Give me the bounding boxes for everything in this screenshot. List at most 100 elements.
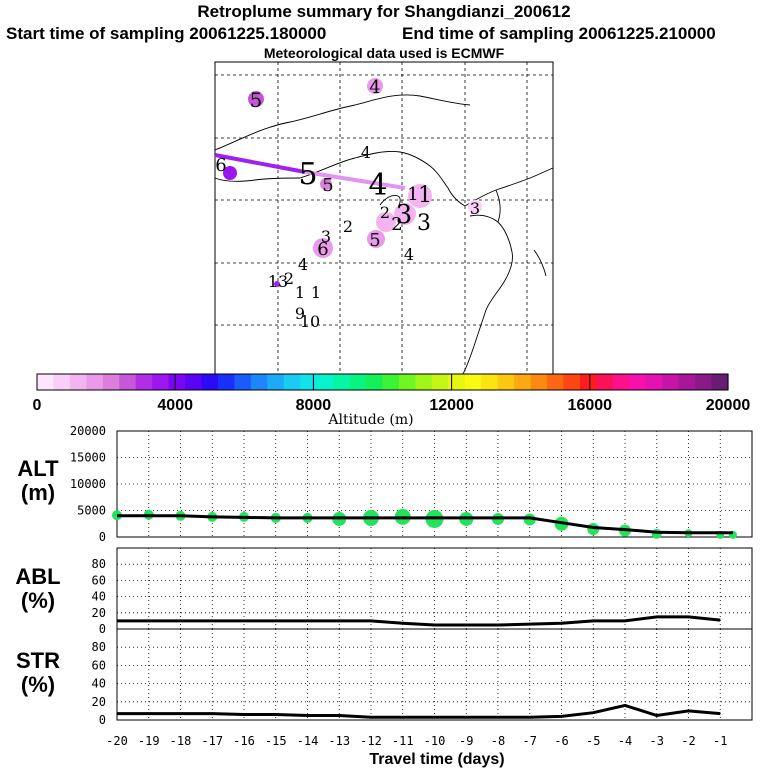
map-day-label: 5: [369, 230, 380, 251]
plume-track: [214, 153, 406, 190]
map-day-label: 3: [417, 211, 431, 236]
y-tick-label: 20: [92, 606, 106, 620]
y-tick-label: 10000: [70, 477, 106, 491]
y-tick-label: 60: [92, 573, 106, 587]
x-tick-label: -14: [297, 734, 319, 748]
y-tick-label: 0: [99, 713, 106, 727]
colorbar-cell: [135, 374, 153, 390]
map-day-label: 4: [361, 143, 371, 162]
colorbar-cell: [579, 374, 597, 390]
colorbar-cell: [185, 374, 203, 390]
y-tick-label: 80: [92, 640, 106, 654]
colorbar-tick-label: 20000: [706, 397, 751, 414]
alt-ylabel-line2: (m): [21, 480, 55, 505]
colorbar-cell: [267, 374, 285, 390]
colorbar-cell: [86, 374, 104, 390]
map-day-label: 6: [317, 239, 328, 260]
alt-curve: [117, 514, 733, 535]
colorbar-tick-label: 4000: [157, 397, 193, 414]
colorbar-tick-labels: 0 4000 8000 12000 16000 20000: [33, 397, 751, 414]
colorbar-cell: [119, 374, 137, 390]
map-day-label: 1: [295, 283, 305, 302]
colorbar-cell: [629, 374, 647, 390]
abl-ylabel-line2: (%): [21, 588, 55, 613]
colorbar-cell: [168, 374, 186, 390]
plume-marker: [367, 230, 385, 248]
plume-marker: [320, 178, 332, 190]
colorbar-cell: [711, 374, 729, 390]
colorbar-cell: [53, 374, 71, 390]
colorbar-cell: [37, 374, 55, 390]
colorbar-cell: [316, 374, 334, 390]
colorbar-cell: [250, 374, 268, 390]
colorbar-cell: [645, 374, 663, 390]
map-day-label: 1: [407, 184, 418, 205]
y-tick-label: 0: [99, 530, 106, 544]
plume-marker: [376, 212, 396, 232]
x-axis-title: Travel time (days): [369, 751, 504, 768]
track-segment-dark: [214, 153, 306, 174]
y-tick-label: 20: [92, 695, 106, 709]
map-day-label: 1: [418, 183, 432, 208]
map-day-label: 4: [404, 245, 414, 264]
alt-y-tick-labels: 0 5000 10000 15000 20000: [70, 424, 106, 544]
y-tick-label: 40: [92, 590, 106, 604]
map-day-label: 5: [298, 157, 317, 192]
sampling-end-time: End time of sampling 20061225.210000: [402, 24, 716, 43]
map-day-label: 3: [321, 227, 331, 246]
x-tick-label: -16: [233, 734, 255, 748]
x-tick-label: -4: [618, 734, 632, 748]
plume-marker: [408, 184, 432, 208]
map-day-label: 4: [369, 77, 380, 98]
map-day-label: 5: [250, 88, 263, 112]
colorbar-cell: [662, 374, 680, 390]
colorbar-tick-marks: [36, 374, 729, 390]
colorbar-cell: [464, 374, 482, 390]
colorbar-cell: [217, 374, 236, 390]
y-tick-label: 5000: [77, 504, 106, 518]
x-tick-label: -7: [523, 734, 537, 748]
plume-marker: [394, 203, 416, 225]
x-tick-label: -18: [170, 734, 192, 748]
chart-title: Retroplume summary for Shangdianzi_20061…: [197, 2, 571, 21]
abl-gridlines: [116, 548, 752, 629]
x-tick-label: -8: [491, 734, 505, 748]
x-tick-label: -12: [360, 734, 382, 748]
colorbar-tick-label: 12000: [429, 397, 474, 414]
colorbar-cell: [431, 374, 449, 390]
x-tick-labels: -20 -19 -18 -17 -16 -15 -14 -13 -12 -11 -10 -9 -8 -7 -…: [106, 734, 727, 748]
x-tick-label: -13: [328, 734, 350, 748]
colorbar-cell: [333, 374, 351, 390]
map-day-label: 5: [322, 175, 333, 196]
plume-marker: [223, 166, 237, 180]
x-tick-label: -10: [424, 734, 446, 748]
x-tick-label: -3: [650, 734, 664, 748]
abl-y-tick-labels: 0 20 40 60 80: [92, 557, 106, 636]
x-tick-label: -1: [713, 734, 727, 748]
coastlines-borders: [214, 94, 554, 375]
colorbar-cell: [695, 374, 713, 390]
y-tick-label: 80: [92, 557, 106, 571]
meteorological-data-note: Meteorological data used is ECMWF: [263, 45, 505, 61]
x-tick-label: -9: [459, 734, 473, 748]
x-tick-label: -2: [681, 734, 695, 748]
abl-curve: [117, 615, 721, 627]
colorbar-cell: [201, 374, 219, 390]
colorbar-cell: [102, 374, 120, 390]
retroplume-map: 5 4 4 6 5 5 4 1 1 3 2 3 2 3 2 5 6 3 4 4 …: [214, 61, 554, 375]
y-tick-label: 40: [92, 677, 106, 691]
colorbar-cell: [234, 374, 252, 390]
str-curve: [117, 703, 721, 719]
map-day-label: 2: [343, 217, 353, 236]
altitude-panel: 0 5000 10000 15000 20000 ALT (m): [17, 424, 753, 544]
plume-markers: [223, 78, 482, 287]
alt-marker: [651, 528, 662, 539]
travel-time-axis: -20 -19 -18 -17 -16 -15 -14 -13 -12 -11 -10 -9 -8 -7 -…: [106, 734, 727, 768]
y-tick-label: 60: [92, 658, 106, 672]
y-tick-label: 20000: [70, 424, 106, 438]
map-day-label: 9: [295, 304, 305, 323]
map-day-label: 10: [300, 312, 320, 331]
str-panel-frame: [116, 628, 753, 721]
x-tick-label: -17: [201, 734, 223, 748]
colorbar-cell: [283, 374, 301, 390]
